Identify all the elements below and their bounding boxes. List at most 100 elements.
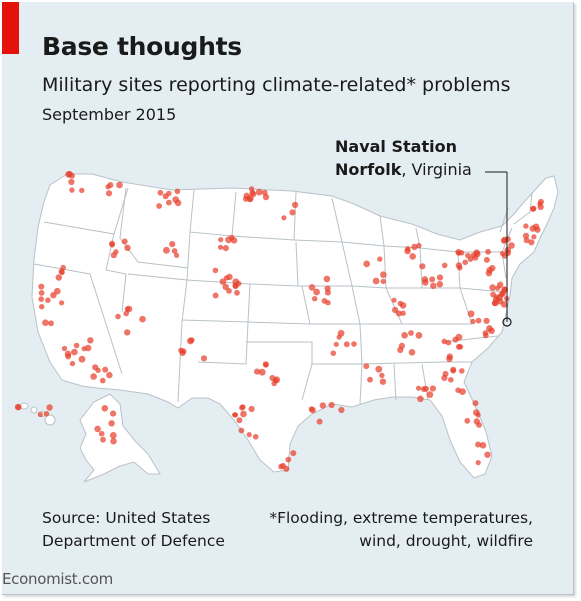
site-marker (500, 291, 506, 297)
site-marker (179, 349, 186, 356)
site-marker (254, 368, 261, 375)
site-marker (240, 410, 247, 418)
footnote: *Flooding, extreme temperatures, wind, d… (269, 507, 533, 553)
site-marker (472, 400, 479, 407)
site-marker (95, 367, 101, 373)
site-marker (169, 241, 176, 248)
site-marker (479, 442, 487, 449)
site-marker (475, 460, 481, 466)
site-marker (308, 406, 315, 412)
economist-red-tag (2, 2, 19, 54)
site-marker (531, 234, 537, 240)
site-marker (508, 242, 515, 249)
site-marker (102, 366, 109, 373)
site-marker (94, 425, 101, 433)
site-marker (379, 378, 387, 385)
site-marker (78, 355, 86, 363)
site-marker (333, 341, 339, 347)
site-marker (64, 350, 72, 358)
site-marker (343, 341, 350, 348)
site-marker (124, 329, 131, 336)
site-marker (109, 432, 117, 439)
site-marker (372, 277, 380, 285)
site-marker (483, 317, 490, 324)
site-marker (255, 188, 263, 196)
site-marker (375, 365, 383, 373)
site-marker (470, 318, 476, 325)
site-marker (269, 375, 276, 381)
site-marker (415, 332, 423, 339)
site-marker (249, 189, 256, 196)
site-marker (281, 215, 287, 221)
site-marker (363, 260, 371, 268)
site-marker (218, 237, 224, 243)
site-marker (409, 253, 417, 260)
site-marker (316, 418, 323, 425)
site-marker (61, 345, 68, 352)
site-marker (262, 361, 269, 368)
chart-subtitle: Military sites reporting climate-related… (42, 74, 511, 96)
site-marker (391, 297, 397, 303)
site-marker (399, 302, 407, 309)
site-marker (377, 256, 383, 262)
site-marker (69, 187, 75, 193)
site-marker (100, 377, 106, 384)
site-marker (38, 283, 45, 290)
source-note: Source: United States Department of Defe… (42, 507, 225, 553)
norfolk-label-state: , Virginia (401, 160, 472, 179)
site-marker (212, 267, 219, 274)
site-marker (363, 363, 370, 370)
site-marker (73, 342, 80, 349)
site-marker (411, 243, 418, 251)
site-marker (105, 190, 113, 197)
site-marker (48, 320, 54, 327)
site-marker (475, 317, 482, 324)
norfolk-label-line2: Norfolk, Virginia (335, 158, 472, 181)
site-marker (200, 355, 208, 362)
site-marker (492, 299, 499, 307)
site-marker (45, 297, 51, 304)
site-marker (258, 368, 266, 376)
site-marker (441, 262, 448, 269)
site-marker (217, 244, 224, 250)
site-marker (429, 385, 436, 392)
site-marker (312, 296, 318, 302)
site-markers (14, 170, 544, 472)
site-marker (87, 337, 94, 344)
site-marker (116, 181, 123, 189)
site-marker (234, 289, 240, 296)
site-marker (212, 292, 219, 299)
site-marker (445, 339, 452, 346)
site-marker (46, 404, 53, 411)
site-marker (110, 252, 117, 259)
site-marker (448, 377, 454, 383)
site-marker (321, 298, 328, 304)
site-marker (459, 388, 466, 395)
site-marker (174, 252, 180, 258)
site-marker (226, 288, 232, 294)
site-marker (408, 330, 414, 336)
site-marker (42, 319, 49, 327)
site-marker (71, 348, 78, 356)
site-marker (107, 182, 114, 188)
site-marker (504, 249, 511, 257)
site-marker (187, 337, 194, 345)
site-marker (108, 420, 115, 427)
site-marker (219, 278, 227, 286)
site-marker (330, 350, 337, 357)
site-marker (401, 332, 408, 339)
site-marker (455, 249, 462, 256)
site-marker (100, 436, 106, 443)
site-marker (537, 201, 543, 207)
site-marker (59, 300, 65, 306)
site-marker (323, 275, 331, 283)
site-marker (248, 405, 255, 413)
site-marker (37, 411, 44, 418)
site-marker (405, 246, 411, 252)
site-marker (290, 450, 297, 457)
site-marker (462, 259, 469, 266)
site-marker (459, 368, 465, 374)
site-marker (324, 289, 331, 296)
site-marker (430, 282, 437, 289)
site-marker (482, 332, 489, 339)
